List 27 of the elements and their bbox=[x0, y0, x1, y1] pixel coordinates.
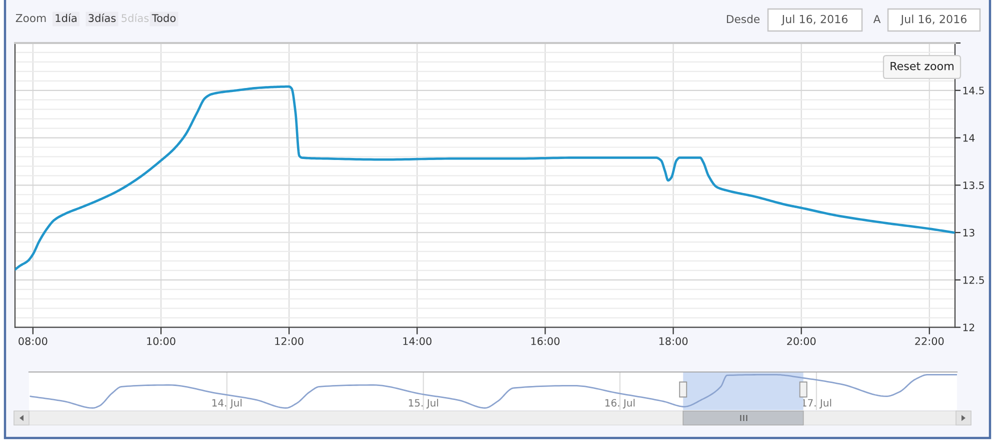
x-tick-label: 14:00 bbox=[403, 337, 432, 346]
x-tick-label: 16. Jul bbox=[605, 398, 635, 408]
y-tick-label: 12 bbox=[963, 324, 974, 332]
x-tick-label: 10:00 bbox=[147, 337, 176, 346]
text: Zoom bbox=[16, 14, 46, 22]
y-tick-label: 14 bbox=[963, 134, 975, 142]
x-tick-label: 12:00 bbox=[275, 337, 304, 346]
x-tick-label: 16:00 bbox=[531, 337, 560, 346]
text: 5días bbox=[122, 13, 149, 22]
y-tick-label: 14.5 bbox=[963, 86, 984, 94]
x-tick-label: 08:00 bbox=[18, 337, 48, 346]
text: Jul 16, 2016 bbox=[900, 14, 967, 26]
x-tick-label: 18:00 bbox=[659, 337, 688, 346]
x-tick-label: 14. Jul bbox=[212, 398, 242, 408]
x-tick-label: 15. Jul bbox=[408, 398, 438, 408]
text: Desde bbox=[726, 14, 760, 24]
text: Todo bbox=[152, 14, 176, 22]
y-tick-label: 13.5 bbox=[963, 181, 984, 190]
annotation: Reset zoom bbox=[890, 62, 954, 70]
y-tick-label: 12.5 bbox=[963, 276, 984, 284]
text: A bbox=[873, 15, 881, 23]
text: Jul 16, 2016 bbox=[781, 14, 848, 26]
y-tick-label: 13 bbox=[963, 228, 974, 237]
x-tick-label: 22:00 bbox=[915, 337, 944, 346]
text: 1día bbox=[56, 13, 76, 22]
x-tick-label: 20:00 bbox=[787, 337, 816, 346]
text: 3días bbox=[88, 13, 116, 22]
